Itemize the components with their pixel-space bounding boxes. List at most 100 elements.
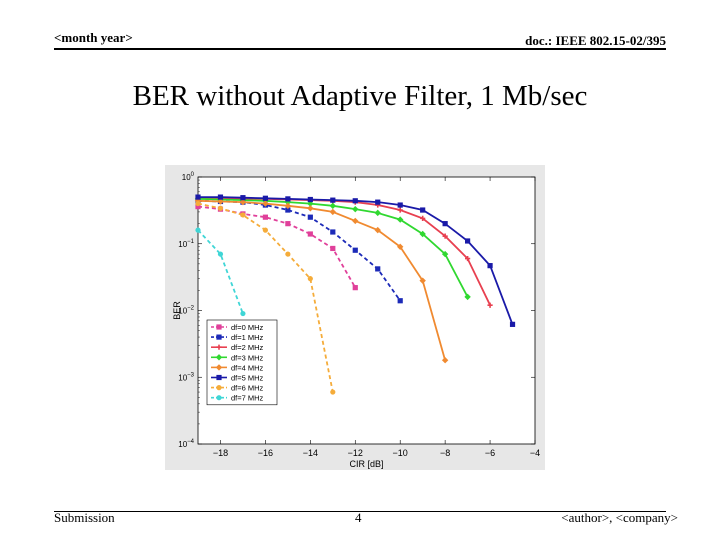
series-line-1 [197, 199, 401, 302]
series-1-point [307, 214, 313, 220]
x-tick-label: −16 [258, 448, 273, 458]
slide-title: BER without Adaptive Filter, 1 Mb/sec [132, 80, 588, 112]
footer-rule [54, 511, 666, 512]
legend-marker [216, 395, 222, 401]
series-4-point [262, 200, 269, 207]
series-5-point [330, 197, 336, 203]
series-5-point [195, 194, 201, 200]
series-5-point [442, 221, 448, 227]
series-5-point [420, 207, 426, 213]
series-3-point [464, 293, 471, 301]
series-4-point [217, 198, 224, 205]
legend-label: df=3 MHz [231, 353, 264, 362]
series-4-point [397, 243, 404, 251]
legend-marker [216, 374, 222, 381]
series-5-point [487, 263, 493, 269]
legend-label: df=5 MHz [231, 374, 264, 383]
series-2-point [442, 233, 448, 239]
footer-page-number: 4 [355, 510, 362, 525]
footer-submission: Submission [54, 510, 115, 525]
series-7-point [195, 227, 201, 233]
legend-marker [216, 334, 222, 340]
x-tick-label: −4 [530, 448, 540, 458]
series-0-point [285, 221, 291, 227]
legend-label: df=1 MHz [231, 333, 264, 342]
series-5-point [352, 198, 358, 204]
series-3-point [374, 209, 381, 217]
x-tick-label: −14 [303, 448, 318, 458]
series-2-point [397, 207, 403, 213]
x-tick-label: −12 [348, 448, 363, 458]
y-tick-label: 10−1 [178, 239, 194, 249]
series-0-point [262, 214, 268, 220]
series-2-point [487, 302, 493, 308]
y-tick-label: 10−2 [178, 306, 194, 316]
series-5-point [262, 195, 268, 201]
series-4-point [352, 217, 359, 225]
series-line-7 [197, 229, 244, 314]
x-tick-label: −18 [213, 448, 228, 458]
x-tick-label: −10 [393, 448, 408, 458]
series-5-point [307, 196, 313, 203]
series-6-point [285, 251, 291, 257]
series-4-point [194, 197, 202, 204]
series-1-point [285, 207, 291, 213]
series-6-point [195, 200, 201, 207]
series-line-2 [198, 197, 491, 306]
header-rule [54, 48, 666, 50]
series-4-point [284, 202, 292, 210]
series-3-point [419, 230, 426, 238]
series-4-point [307, 205, 314, 212]
x-axis-label: CIR [dB] [349, 459, 383, 469]
series-2-point [465, 255, 471, 262]
series-1-point [330, 229, 336, 235]
legend-label: df=0 MHz [231, 323, 264, 332]
series-6-point [330, 389, 336, 395]
series-5-point [285, 196, 291, 202]
series-5-point [375, 199, 381, 205]
y-tick-label: 10−4 [178, 439, 194, 449]
series-7-point [240, 310, 246, 317]
series-2-point [420, 215, 426, 221]
series-1-point [397, 298, 403, 304]
x-tick-label: −8 [440, 448, 450, 458]
y-tick-label: 100 [182, 172, 195, 182]
series-4-point [374, 226, 381, 234]
series-4-point [419, 277, 426, 284]
series-0-point [307, 231, 313, 237]
series-0-point [195, 204, 201, 210]
series-5-point [397, 202, 403, 208]
legend-label: df=6 MHz [231, 384, 264, 393]
header-date: <month year> [54, 30, 133, 45]
series-5-point [465, 238, 471, 244]
series-3-point [352, 205, 359, 213]
series-5-point [217, 194, 224, 200]
series-4-point [239, 198, 247, 206]
series-6-point [262, 227, 268, 233]
series-3-point [397, 216, 404, 223]
series-6-point [240, 212, 246, 218]
legend-marker [216, 324, 222, 330]
series-line-0 [197, 205, 357, 289]
legend-label: df=2 MHz [231, 343, 264, 352]
series-7-point [217, 251, 224, 257]
series-line-4 [197, 199, 446, 361]
series-4-point [441, 357, 449, 364]
legend-marker [215, 364, 223, 371]
series-6-point [217, 205, 224, 211]
legend-marker [216, 385, 222, 391]
legend-marker [216, 344, 222, 350]
series-0-point [330, 245, 336, 252]
legend-marker [215, 354, 223, 361]
series-3-point [329, 202, 336, 210]
series-5-point [509, 321, 516, 327]
legend-label: df=4 MHz [231, 363, 264, 372]
y-tick-label: 10−3 [178, 372, 194, 382]
series-6-point [307, 276, 313, 282]
series-5-point [240, 195, 246, 201]
y-axis-label: BER [172, 301, 182, 320]
legend-label: df=7 MHz [231, 394, 264, 403]
footer-author: <author>, <company> [561, 510, 678, 525]
header-doc-id: doc.: IEEE 802.15-02/395 [525, 33, 666, 48]
